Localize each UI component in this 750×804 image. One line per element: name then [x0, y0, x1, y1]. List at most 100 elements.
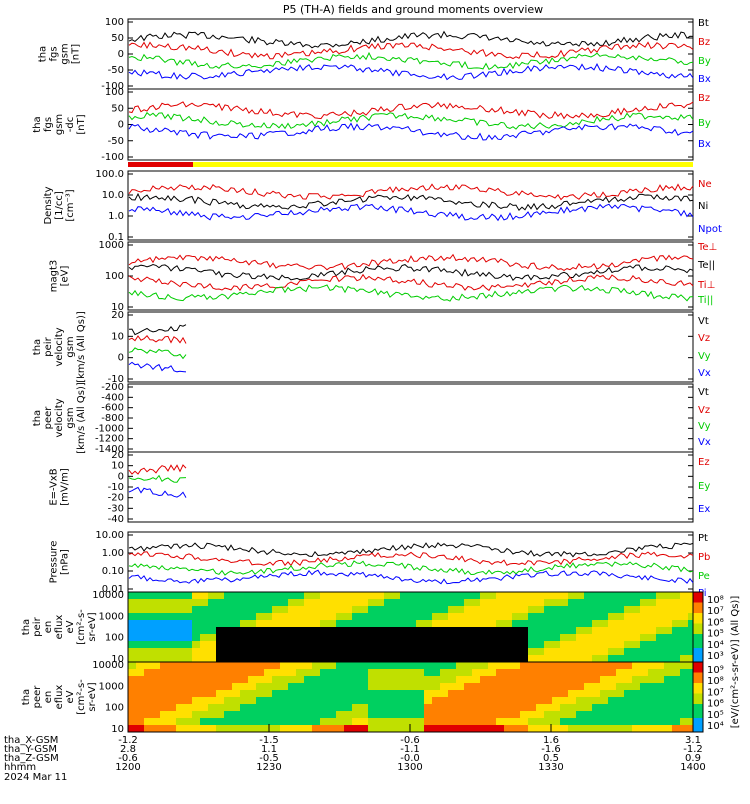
series-line-1 — [128, 474, 187, 483]
y-tick-label: -50 — [108, 136, 124, 147]
y-tick-label: -400 — [101, 392, 124, 403]
legend-bz: Bz — [698, 37, 710, 48]
ephemeris-value: -1.1 — [400, 744, 420, 755]
ephemeris-value: 1.6 — [543, 735, 559, 746]
series-line-1 — [128, 263, 694, 282]
ephemeris-value: 1230 — [256, 762, 281, 773]
legend-ni: Ni — [698, 201, 708, 212]
ephemeris-value: -1.2 — [683, 744, 703, 755]
panel-fgs-fields: 100 50 0 -50 -100 tha fgs gsm [nT] Bt Bz By Bx — [38, 17, 711, 92]
legend-te: Te⊥ — [697, 242, 717, 253]
series-line-1 — [128, 41, 694, 60]
mode-bar-fast — [128, 162, 193, 167]
y-tick-label: 50 — [111, 33, 124, 44]
plot-title: P5 (TH-A) fields and ground moments over… — [283, 3, 543, 16]
panel-frame — [127, 383, 694, 453]
y-tick-label: -1400 — [95, 444, 124, 455]
legend-ex: Ex — [698, 504, 710, 515]
y-tick-label: 100.0 — [95, 169, 124, 180]
y-tick-label: -10 — [108, 482, 124, 493]
spectrogram-image — [127, 661, 696, 733]
ephemeris-value: 1400 — [680, 762, 705, 773]
legend-ey: Ey — [698, 481, 710, 492]
y-axis-label: tha — [32, 339, 43, 355]
y-axis-label: E=-VxB — [49, 468, 60, 505]
panel-frame — [127, 311, 694, 383]
series-line-2 — [128, 203, 694, 222]
y-axis-label: eV — [65, 620, 76, 633]
y-tick-label: 10 — [111, 724, 124, 735]
y-tick-label: 10000 — [92, 660, 124, 671]
y-tick-label: 0 — [118, 49, 124, 60]
series-line-3 — [128, 361, 187, 373]
legend-vt: Vt — [698, 316, 709, 327]
colorbar-tick-label: 10⁴ — [707, 640, 724, 651]
y-axis-label: [km/s (All Qs)] — [76, 382, 87, 454]
series-line-0 — [128, 30, 694, 49]
legend-bx: Bx — [698, 139, 711, 150]
colorbar-tick-label: 10⁶ — [707, 617, 724, 628]
y-axis-label: [cm²-s- — [76, 609, 87, 645]
ephemeris-value: -0.5 — [259, 753, 279, 764]
colorbar-tick-label: 10⁸ — [707, 595, 724, 606]
legend-npot: Npot — [698, 224, 722, 235]
y-axis-label: peer — [43, 406, 54, 430]
ephemeris-value: -0.6 — [400, 735, 420, 746]
ephemeris-value: 1330 — [538, 762, 563, 773]
ephemeris-value: 0.9 — [685, 753, 701, 764]
panel-frame — [127, 451, 694, 523]
y-tick-label: 1.0 — [108, 211, 124, 222]
legend-by: By — [698, 56, 711, 67]
y-tick-label: -20 — [108, 493, 124, 504]
ephemeris-value: -1.5 — [259, 735, 279, 746]
y-axis-label: en — [43, 621, 54, 634]
series-line-2 — [128, 122, 694, 141]
ephemeris-row-label: hhmm — [4, 762, 36, 773]
y-tick-label: -600 — [101, 403, 124, 414]
series-line-1 — [128, 335, 187, 344]
colorbar-tick-label: 10³ — [707, 651, 724, 662]
y-axis-label: velocity — [54, 327, 65, 366]
ephemeris-value: 3.1 — [685, 735, 701, 746]
series-line-3 — [128, 569, 694, 585]
colorbar-tick-label: 10⁷ — [707, 687, 724, 698]
y-axis-label: [nPa] — [60, 549, 71, 575]
y-axis-label: tha — [32, 116, 43, 132]
ephemeris-value: -0.6 — [118, 753, 138, 764]
legend-vz: Vz — [698, 333, 710, 344]
legend-vy: Vy — [698, 351, 711, 362]
y-axis-label: peir — [43, 336, 54, 356]
y-axis-label: [nT] — [76, 114, 87, 134]
y-axis-label: [km/s (All Qs)] — [76, 311, 87, 383]
series-line-3 — [128, 63, 694, 81]
panel-frame — [127, 170, 694, 241]
colorbar-tick-label: 10⁵ — [707, 710, 724, 721]
ephemeris-value: 1300 — [397, 762, 422, 773]
y-tick-label: 10 — [111, 654, 124, 665]
legend-vz: Vz — [698, 405, 710, 416]
y-axis-label: gsm — [65, 336, 76, 357]
panel-peer-velocity: -200-400-600-800-1000-1200-1400 tha peer ve… — [32, 382, 711, 455]
series-line-0 — [128, 324, 187, 336]
y-axis-label: magt3 — [49, 260, 60, 293]
ephemeris-value: 0.5 — [543, 753, 559, 764]
legend-bz: Bz — [698, 93, 710, 104]
series-line-0 — [128, 253, 694, 271]
ephemeris-value: -0.0 — [400, 753, 420, 764]
y-tick-label: 20 — [111, 450, 124, 461]
y-tick-label: 1000 — [99, 681, 124, 692]
panel-peir-spectrogram: 10000 1000 100 10 tha peir en eflux eV [cm²-s-sr-… — [21, 590, 693, 665]
y-tick-label: 10.0 — [102, 190, 124, 201]
y-axis-label: -dc — [65, 117, 76, 132]
y-axis-label: sr-eV] — [87, 612, 98, 641]
y-tick-label: 100 — [105, 87, 124, 98]
legend-pe: Pe — [698, 571, 710, 582]
y-tick-label: 1000 — [99, 240, 124, 251]
y-axis-label: gsm — [54, 114, 65, 135]
legend-pb: Pb — [698, 552, 710, 563]
y-tick-label: 100 — [105, 703, 124, 714]
colorbar-tick-label: 10⁹ — [707, 665, 724, 676]
y-axis-label: peir — [32, 616, 43, 636]
